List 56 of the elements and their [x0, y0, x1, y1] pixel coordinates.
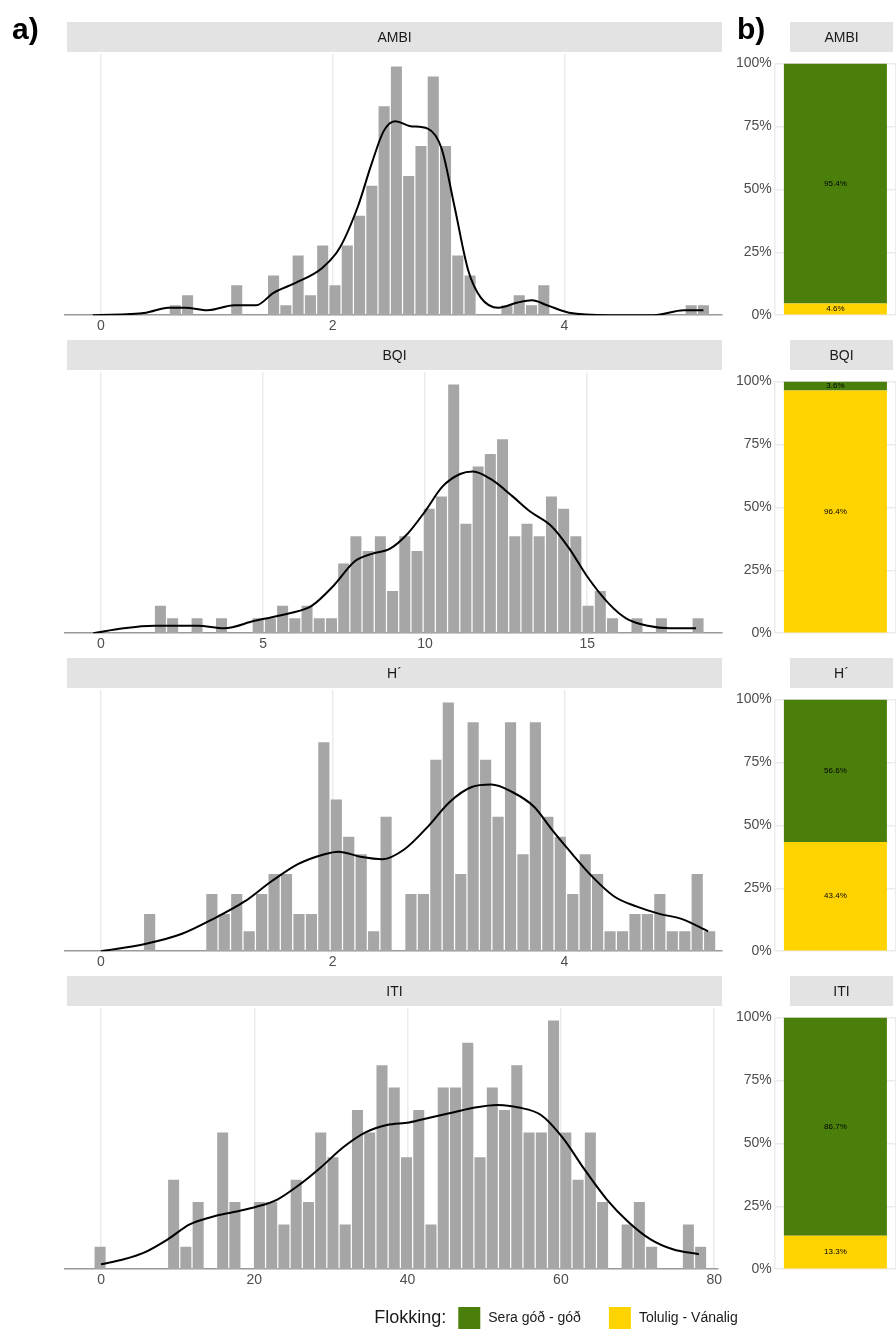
data-label: 95.4% [824, 178, 847, 188]
text: b) [737, 12, 766, 46]
y-tick-label: 50% [743, 1134, 772, 1151]
x-tick-label: 15 [579, 635, 596, 652]
y-tick-label: 0% [751, 1260, 772, 1277]
chart-title: H´ [790, 658, 893, 688]
y-tick-label: 25% [743, 879, 772, 896]
chart-title: ITI [67, 976, 722, 1006]
x-tick-label: 2 [328, 317, 337, 334]
y-tick-label: 75% [743, 435, 772, 452]
data-label: 86.7% [824, 1121, 847, 1131]
y-tick-label: 0% [751, 942, 772, 959]
y-tick-label: 0% [751, 306, 772, 323]
data-label: 56.6% [824, 765, 847, 775]
x-tick-label: 60 [553, 1271, 569, 1288]
legend-label: Tolulig - Vánalig [638, 1308, 738, 1325]
y-tick-label: 75% [743, 117, 772, 134]
data-label: 13.3% [824, 1247, 847, 1257]
x-tick-label: 0 [97, 317, 106, 334]
x-tick-label: 0 [97, 635, 106, 652]
x-tick-label: 4 [560, 953, 569, 970]
y-tick-label: 25% [743, 1197, 772, 1214]
y-tick-label: 50% [743, 180, 772, 197]
chart-title: AMBI [67, 22, 722, 52]
y-tick-label: 100% [735, 690, 772, 707]
y-tick-label: 25% [743, 561, 772, 578]
data-label: 43.4% [824, 891, 847, 901]
y-tick-label: 50% [743, 498, 772, 515]
y-tick-label: 0% [751, 624, 772, 641]
chart-title: BQI [790, 340, 893, 370]
legend-label: Sera góð - góð [488, 1308, 582, 1325]
chart-title: ITI [790, 976, 893, 1006]
text: a) [12, 12, 39, 46]
x-tick-label: 0 [97, 953, 106, 970]
x-tick-label: 80 [706, 1271, 723, 1288]
y-tick-label: 50% [743, 816, 772, 833]
y-tick-label: 75% [743, 1071, 772, 1088]
x-tick-label: 5 [259, 635, 268, 652]
x-tick-label: 2 [328, 953, 337, 970]
legend-title: Flokking: [374, 1306, 447, 1327]
y-tick-label: 25% [743, 243, 772, 260]
data-label: 96.4% [824, 506, 847, 516]
x-tick-label: 0 [97, 1271, 106, 1288]
chart-title: H´ [67, 658, 722, 688]
data-label: 4.6% [826, 304, 845, 314]
x-tick-label: 10 [417, 635, 434, 652]
x-tick-label: 4 [560, 317, 569, 334]
x-tick-label: 20 [246, 1271, 263, 1288]
y-tick-label: 75% [743, 753, 772, 770]
x-tick-label: 40 [399, 1271, 416, 1288]
y-tick-label: 100% [735, 54, 772, 71]
chart-title: BQI [67, 340, 722, 370]
y-tick-label: 100% [735, 1008, 772, 1025]
y-tick-label: 100% [735, 372, 772, 389]
chart-title: AMBI [790, 22, 893, 52]
data-label: 3.6% [826, 381, 845, 391]
